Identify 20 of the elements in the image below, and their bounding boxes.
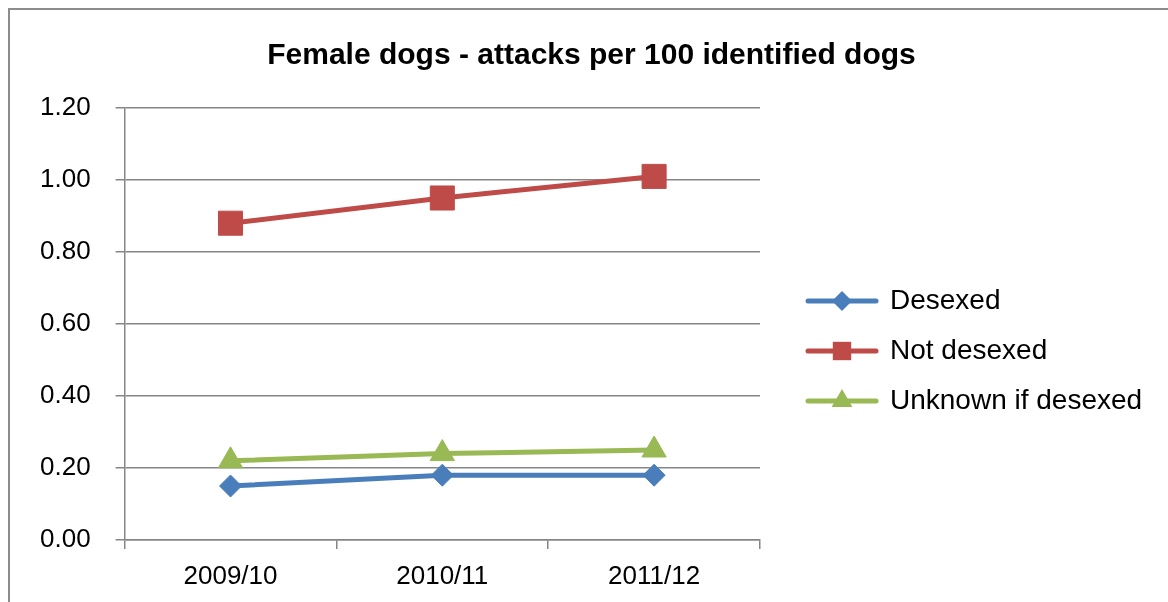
x-tick-label: 2010/11 <box>396 559 489 590</box>
legend-label: Unknown if desexed <box>890 383 1143 415</box>
y-tick-label: 0.00 <box>39 523 91 554</box>
chart-title: Female dogs - attacks per 100 identified dogs <box>267 37 916 71</box>
y-tick-label: 0.40 <box>39 379 91 410</box>
legend-label: Not desexed <box>890 333 1048 365</box>
point <box>430 463 454 487</box>
point <box>429 185 455 211</box>
y-tick-label: 0.20 <box>39 451 91 482</box>
x-tick-label: 2011/12 <box>608 559 701 590</box>
y-tick-label: 1.00 <box>39 163 91 194</box>
point <box>219 474 242 498</box>
point <box>642 463 666 487</box>
y-tick-label: 0.60 <box>39 307 91 338</box>
x-tick-label: 2009/10 <box>183 559 278 590</box>
y-tick-label: 1.20 <box>39 91 91 122</box>
point <box>217 210 244 236</box>
legend-label: Desexed <box>890 283 1001 315</box>
point <box>641 163 667 189</box>
y-tick-label: 0.80 <box>39 235 91 266</box>
